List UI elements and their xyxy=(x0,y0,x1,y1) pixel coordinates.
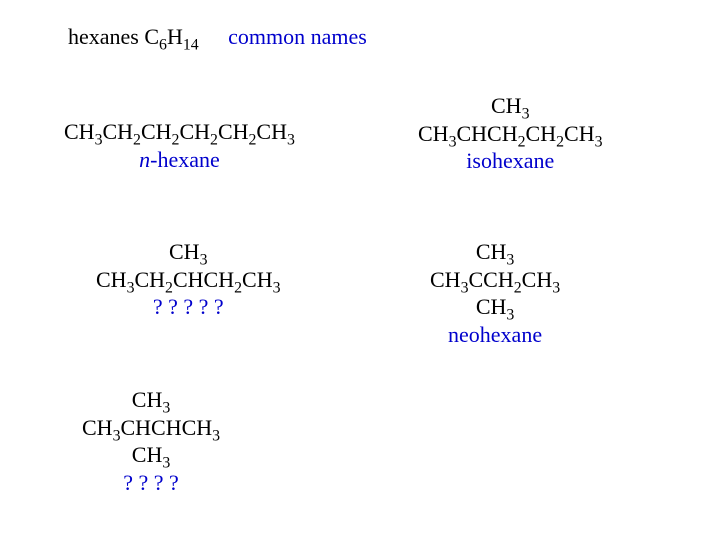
f: CH xyxy=(169,239,200,264)
f: CH xyxy=(430,267,461,292)
f: CH xyxy=(476,239,507,264)
isomer1-formula: CH3CH2CH2CH2CH2CH3 xyxy=(64,118,295,146)
isomer3-name: ? ? ? ? ? xyxy=(96,293,281,321)
isomer2-name: isohexane xyxy=(418,147,603,175)
isomer-isohexane: CH3 CH3CHCH2CH2CH3 isohexane xyxy=(418,92,603,175)
isomer3-mid: CH3CH2CHCH2CH3 xyxy=(96,266,281,294)
f: CH xyxy=(242,267,273,292)
f: CH xyxy=(96,267,127,292)
f: 3 xyxy=(273,279,281,296)
f: CHCHCH xyxy=(120,415,212,440)
header-right: common names xyxy=(228,24,367,49)
header-text-a: hexanes C xyxy=(68,24,159,49)
f: 3 xyxy=(212,427,220,444)
isomer4-top: CH3 xyxy=(430,238,560,266)
page-header: hexanes C6H14 common names xyxy=(68,24,367,50)
isomer4-bot: CH3 xyxy=(430,293,560,321)
f: CHCH xyxy=(173,267,234,292)
f: CH xyxy=(256,119,287,144)
f: CH xyxy=(476,294,507,319)
header-sub2: 14 xyxy=(183,36,199,53)
f: 3 xyxy=(552,279,560,296)
isomer-n-hexane: CH3CH2CH2CH2CH2CH3 n-hexane xyxy=(64,118,295,173)
f: CH xyxy=(218,119,249,144)
isomer-unknown-b: CH3 CH3CHCHCH3 CH3 ? ? ? ? xyxy=(82,386,220,496)
isomer-unknown-a: CH3 CH3CH2CHCH2CH3 ? ? ? ? ? xyxy=(96,238,281,321)
f: 2 xyxy=(556,133,564,150)
isomer2-mid: CH3CHCH2CH2CH3 xyxy=(418,120,603,148)
f: CH xyxy=(132,442,163,467)
f: 2 xyxy=(234,279,242,296)
f: CH xyxy=(132,387,163,412)
isomer1-name: n-hexane xyxy=(64,146,295,174)
isomer3-top: CH3 xyxy=(96,238,281,266)
isomer5-mid: CH3CHCHCH3 xyxy=(82,414,220,442)
isomer5-bot: CH3 xyxy=(82,441,220,469)
f: CH xyxy=(564,121,595,146)
f: CCH xyxy=(468,267,513,292)
header-left: hexanes C6H14 xyxy=(68,24,204,49)
f: CH xyxy=(418,121,449,146)
isomer1-name-it: n xyxy=(139,147,150,172)
isomer4-name: neohexane xyxy=(430,321,560,349)
f: CH xyxy=(179,119,210,144)
f: CH xyxy=(526,121,557,146)
f: CH xyxy=(134,267,165,292)
header-text-b: H xyxy=(167,24,183,49)
isomer1-name-rest: -hexane xyxy=(150,147,220,172)
f: CH xyxy=(82,415,113,440)
isomer2-top: CH3 xyxy=(418,92,603,120)
f: 2 xyxy=(514,279,522,296)
f: CH xyxy=(522,267,553,292)
f: CH xyxy=(64,119,95,144)
f: CH xyxy=(491,93,522,118)
isomer5-name: ? ? ? ? xyxy=(82,469,220,497)
header-sub1: 6 xyxy=(159,36,167,53)
isomer5-top: CH3 xyxy=(82,386,220,414)
f: 3 xyxy=(595,133,603,150)
f: CH xyxy=(102,119,133,144)
isomer-neohexane: CH3 CH3CCH2CH3 CH3 neohexane xyxy=(430,238,560,348)
f: CHCH xyxy=(456,121,517,146)
isomer4-mid: CH3CCH2CH3 xyxy=(430,266,560,294)
f: CH xyxy=(141,119,172,144)
f: 3 xyxy=(287,131,295,148)
